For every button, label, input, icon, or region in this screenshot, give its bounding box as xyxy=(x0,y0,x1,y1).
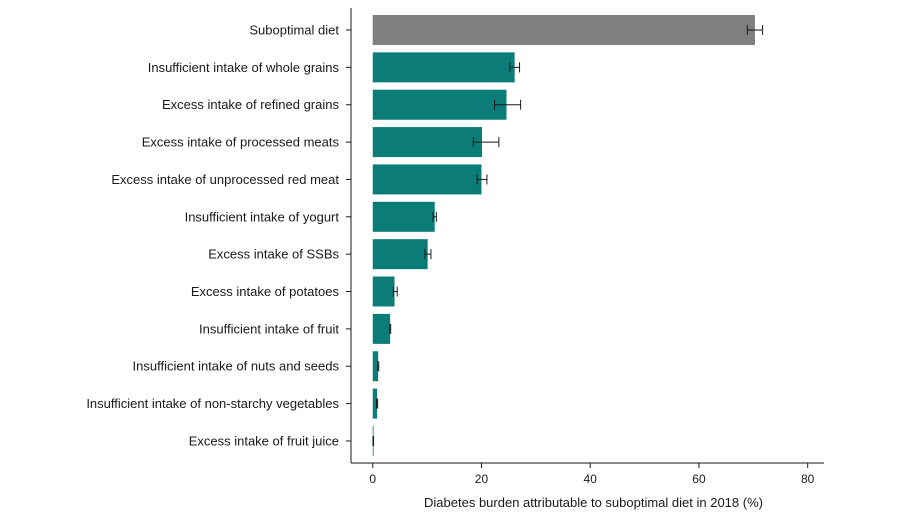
error-bar-9 xyxy=(377,361,380,372)
category-label-4: Excess intake of unprocessed red meat xyxy=(111,172,339,187)
category-label-5: Insufficient intake of yogurt xyxy=(185,209,340,224)
category-label-7: Excess intake of potatoes xyxy=(191,284,340,299)
x-tick-label-1: 20 xyxy=(475,472,489,486)
x-tick-label-0: 0 xyxy=(369,472,376,486)
category-label-2: Excess intake of refined grains xyxy=(162,97,340,112)
error-bar-10 xyxy=(376,398,379,409)
error-bar-11 xyxy=(372,435,375,446)
category-labels: Suboptimal diet Insufficient intake of wh… xyxy=(86,23,351,448)
category-label-1: Insufficient intake of whole grains xyxy=(148,60,340,75)
category-label-0: Suboptimal diet xyxy=(249,23,339,38)
bar-2 xyxy=(372,89,507,120)
category-label-11: Excess intake of fruit juice xyxy=(189,433,339,448)
x-axis-title: Diabetes burden attributable to suboptim… xyxy=(424,495,763,510)
error-bar-1 xyxy=(509,62,521,73)
bar-1 xyxy=(372,52,515,83)
category-label-9: Insufficient intake of nuts and seeds xyxy=(133,359,340,374)
error-bars-layer xyxy=(372,25,764,446)
error-bar-5 xyxy=(432,211,437,222)
bar-9 xyxy=(372,351,379,382)
bar-4 xyxy=(372,164,482,195)
bars-layer xyxy=(372,15,755,456)
bar-10 xyxy=(372,388,378,419)
bar-3 xyxy=(372,127,483,158)
bar-7 xyxy=(372,276,395,307)
category-label-6: Excess intake of SSBs xyxy=(208,247,339,262)
category-label-8: Insufficient intake of fruit xyxy=(199,321,339,336)
error-bar-6 xyxy=(424,249,432,260)
error-bar-2 xyxy=(494,99,522,110)
x-tick-label-4: 80 xyxy=(801,472,815,486)
error-bar-4 xyxy=(476,174,488,185)
error-bar-8 xyxy=(389,323,392,334)
x-tick-label-2: 40 xyxy=(584,472,598,486)
axes: 0 20 40 60 80 xyxy=(350,8,824,486)
bar-0 xyxy=(372,15,755,45)
bar-6 xyxy=(372,239,428,270)
error-bar-3 xyxy=(472,137,500,148)
x-axis-ticks: 0 20 40 60 80 xyxy=(369,463,815,486)
error-bar-7 xyxy=(392,286,398,297)
x-tick-label-3: 60 xyxy=(692,472,706,486)
bar-8 xyxy=(372,313,391,344)
error-bar-0 xyxy=(746,25,764,35)
bar-5 xyxy=(372,201,435,232)
category-label-10: Insufficient intake of non-starchy veget… xyxy=(86,396,339,411)
category-label-3: Excess intake of processed meats xyxy=(142,135,340,150)
